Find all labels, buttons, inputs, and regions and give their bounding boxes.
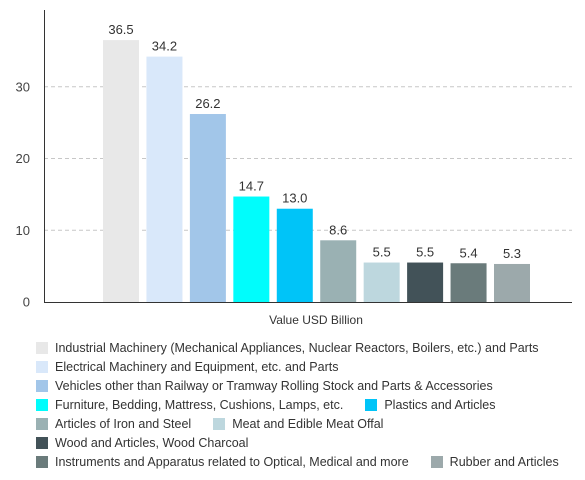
bar-value-label: 5.4 [460,245,478,260]
legend-label: Industrial Machinery (Mechanical Applian… [55,341,539,355]
legend-item[interactable]: Electrical Machinery and Equipment, etc.… [36,359,338,375]
legend-label: Plastics and Articles [384,398,496,412]
bar[interactable] [276,208,313,302]
bar[interactable] [320,240,357,302]
legend-label: Articles of Iron and Steel [55,417,192,431]
legend-label: Furniture, Bedding, Mattress, Cushions, … [55,398,344,412]
bar-value-label: 14.7 [239,179,264,194]
bar[interactable] [103,40,139,303]
legend-swatch [36,380,48,392]
bar[interactable] [233,196,270,302]
legend-swatch [36,342,48,354]
data-labels: 36.5 34.2 26.2 14.7 13.0 8.6 5.5 5.5 5.4 5.3 [108,22,521,261]
bar-value-label: 5.5 [373,245,391,260]
legend-item[interactable]: Wood and Articles, Wood Charcoal [36,435,248,451]
legend-swatch [365,399,378,411]
bar[interactable] [363,262,400,302]
legend-label: Instruments and Apparatus related to Opt… [55,455,409,469]
bar-value-label: 34.2 [152,39,177,54]
legend-swatch [430,456,443,468]
bar-chart: 36.5 34.2 26.2 14.7 13.0 8.6 5.5 5.5 5.4 5.3 0 10 2… [16,10,572,327]
legend-swatch [36,456,48,468]
legend-swatch [36,361,48,373]
bar[interactable] [189,114,226,302]
bar-value-label: 8.6 [329,222,347,237]
bar-value-label: 5.5 [416,245,434,260]
y-tick-label: 20 [16,151,30,166]
bar[interactable] [450,263,487,302]
bars [103,40,530,303]
bar-value-label: 5.3 [503,246,521,261]
legend-swatch [36,437,48,449]
legend-label: Electrical Machinery and Equipment, etc.… [55,360,339,374]
y-tick-label: 0 [23,295,30,310]
legend-swatch [213,418,226,430]
y-axis: 0 10 20 30 [16,79,30,309]
bar[interactable] [494,263,530,302]
y-tick-label: 10 [16,223,30,238]
legend-item[interactable]: Furniture, Bedding, Mattress, Cushions, … [36,397,343,413]
legend-label: Meat and Edible Meat Offal [232,417,384,431]
legend: Industrial Machinery (Mechanical Applian… [36,340,581,470]
legend-swatch [36,418,48,430]
bar-value-label: 36.5 [108,22,133,37]
bar-value-label: 13.0 [282,191,307,206]
legend-swatch [36,399,48,411]
legend-item[interactable]: Vehicles other than Railway or Tramway R… [36,378,493,394]
legend-label: Vehicles other than Railway or Tramway R… [55,379,493,393]
bar[interactable] [146,56,183,302]
legend-item[interactable]: Rubber and Articles [430,454,559,470]
bar[interactable] [407,262,444,302]
y-tick-label: 30 [16,79,30,94]
bar-value-label: 26.2 [195,96,220,111]
legend-label: Wood and Articles, Wood Charcoal [55,436,249,450]
legend-item[interactable]: Articles of Iron and Steel [36,416,191,432]
legend-item[interactable]: Plastics and Articles [365,397,496,413]
legend-item[interactable]: Industrial Machinery (Mechanical Applian… [36,340,539,356]
x-axis-title: Value USD Billion [269,313,363,327]
legend-label: Rubber and Articles [449,455,559,469]
legend-item[interactable]: Meat and Edible Meat Offal [213,416,383,432]
legend-item[interactable]: Instruments and Apparatus related to Opt… [36,454,409,470]
